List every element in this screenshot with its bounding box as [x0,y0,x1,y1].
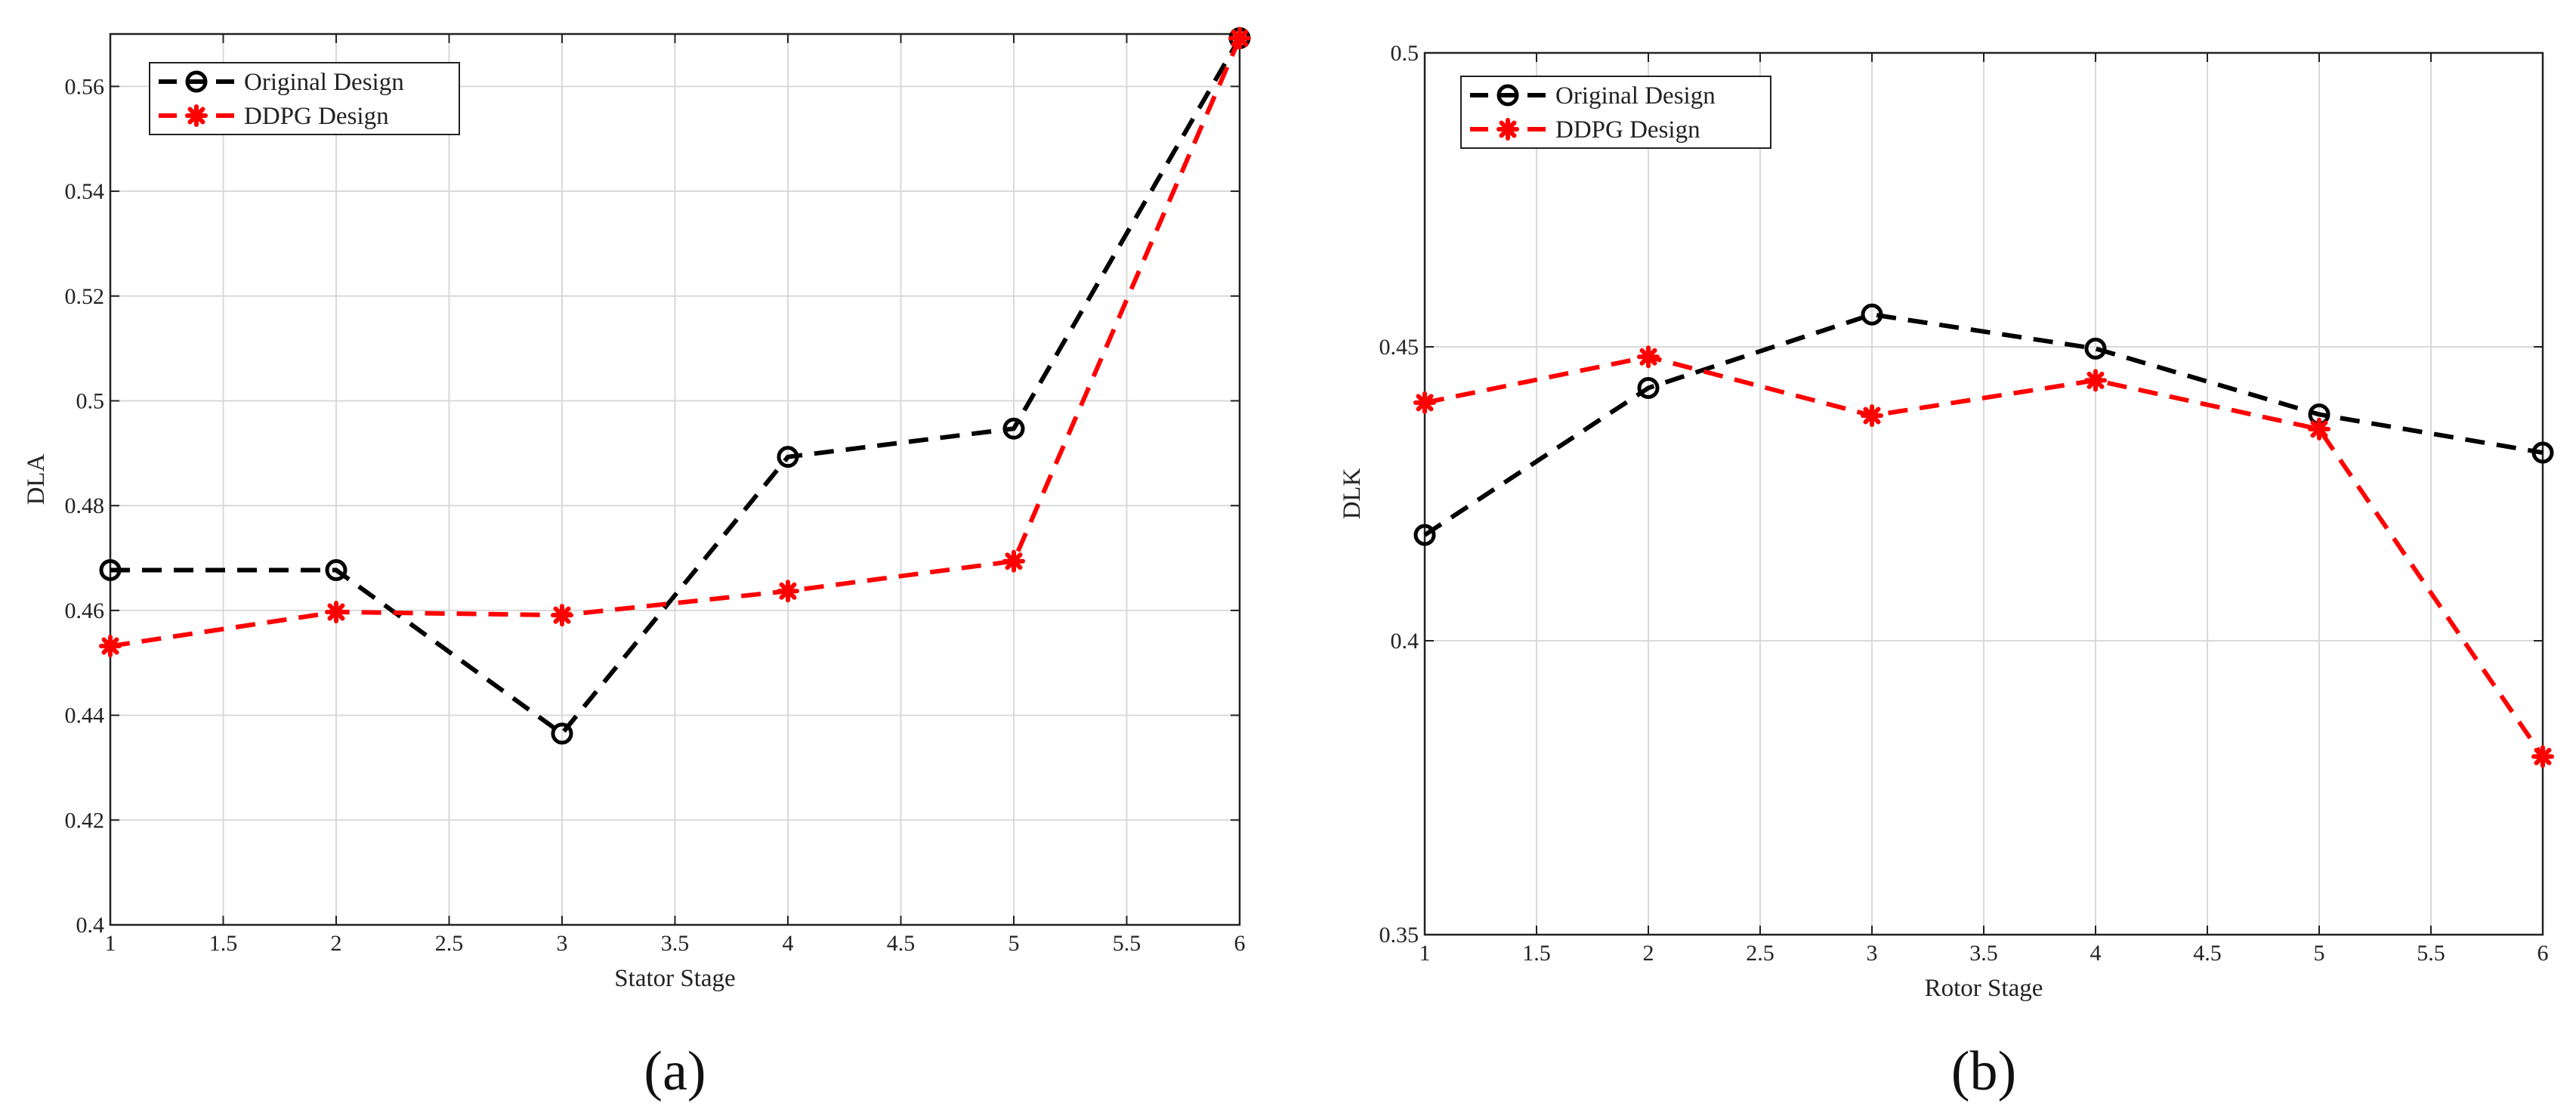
circle-marker [185,70,208,93]
x-tick-label: 6 [2537,941,2549,966]
y-tick-label: 0.5 [76,388,105,413]
x-tick-label: 3.5 [1969,941,1998,966]
series-ddpg-design [99,26,1251,658]
chart-panel-b: 1 1.5 2 2.5 3 3.5 4 4.5 5 5.5 6 0.35 0.4 0.45 0.5 Rotor… [1339,41,2554,1102]
legend-label: DDPG Design [244,103,389,130]
y-tick-label: 0.4 [1391,629,1419,654]
x-tick-label: 3 [557,931,568,956]
x-tick-label: 5.5 [2417,941,2445,966]
x-tick-label: 5.5 [1113,931,1141,956]
y-tick-label: 0.48 [65,493,105,518]
x-tick-label: 5 [2314,941,2325,966]
asterisk-marker [1861,404,1883,428]
legend: Original Design DDPG Design [149,62,460,135]
asterisk-marker-core [1868,412,1876,420]
asterisk-marker-core [193,112,200,119]
legend: Original Design DDPG Design [1460,76,1771,149]
asterisk-marker-core [1010,557,1018,565]
asterisk-marker-core [1421,398,1429,407]
asterisk-marker-core [2539,753,2547,761]
asterisk-marker-core [1645,353,1652,361]
series-line [1423,312,2544,537]
y-tick-label: 0.45 [1379,335,1419,360]
legend-entry: Original Design [159,69,404,96]
legend-entry: DDPG Design [1470,116,1700,144]
y-tick-label: 0.4 [76,913,105,938]
x-axis-label: Rotor Stage [1925,975,2043,1002]
legend-entry: Original Design [1470,82,1716,110]
asterisk-marker [1002,549,1025,573]
x-tick-label: 1 [105,931,116,956]
x-tick-label: 2.5 [1746,941,1774,966]
legend-label: DDPG Design [1555,116,1700,144]
x-tick-label: 3 [1867,941,1878,966]
y-tick-label: 0.46 [65,598,105,623]
asterisk-marker [185,104,208,127]
asterisk-marker-core [107,642,114,651]
y-tick-label: 0.52 [65,284,105,309]
series-ddpg-design [1413,345,2554,768]
x-tick-label: 5 [1008,931,1020,956]
asterisk-marker-core [1236,34,1243,42]
x-tick-label: 1.5 [209,931,238,956]
asterisk-marker [2308,417,2330,441]
asterisk-marker [1413,391,1436,414]
y-tick-label: 0.44 [65,703,105,728]
x-tick-label: 4.5 [887,931,916,956]
legend-entry: DDPG Design [159,103,389,130]
x-tick-label: 4 [2090,941,2102,966]
x-tick-label: 3.5 [661,931,690,956]
circle-marker [2084,337,2107,360]
y-axis-label: DLK [1339,468,1366,519]
asterisk-marker-core [558,611,566,620]
x-tick-label: 4 [783,931,794,956]
circle-marker [325,558,347,581]
asterisk-marker [1496,118,1519,141]
x-tick-label: 2 [1643,941,1654,966]
asterisk-marker [777,580,799,603]
x-tick-label: 4.5 [2193,941,2222,966]
circle-marker [1637,376,1660,399]
x-tick-label: 6 [1234,931,1246,956]
circle-marker [551,722,573,745]
legend-label: Original Design [1555,82,1716,110]
circle-marker [1861,303,1883,326]
asterisk-marker [551,604,573,627]
circle-marker [99,558,122,581]
y-tick-label: 0.42 [65,808,105,833]
x-tick-label: 2 [331,931,342,956]
x-tick-label: 2.5 [435,931,464,956]
circle-marker [777,446,799,468]
asterisk-marker [2531,745,2554,768]
asterisk-marker [1228,26,1251,50]
y-axis-label: DLA [23,453,50,505]
asterisk-marker [2084,369,2107,392]
legend-label: Original Design [244,69,404,96]
series-line [1424,354,2545,758]
y-tick-label: 0.56 [65,74,105,99]
asterisk-marker [99,635,122,658]
panel-label: (a) [644,1040,706,1102]
circle-marker [1002,417,1025,440]
x-axis-label: Stator Stage [614,965,735,992]
y-tick-label: 0.35 [1379,923,1419,948]
asterisk-marker-core [2092,376,2099,385]
asterisk-marker [1637,345,1660,369]
asterisk-marker-core [332,608,340,616]
asterisk-marker-core [1504,125,1512,133]
x-tick-label: 1 [1419,941,1431,966]
y-tick-label: 0.54 [65,179,105,204]
asterisk-marker-core [784,587,792,595]
y-tick-label: 0.5 [1391,41,1419,66]
circle-marker [1413,524,1436,546]
circle-marker [2531,441,2554,464]
panel-label: (b) [1951,1040,2016,1102]
chart-panel-a: 1 1.5 2 2.5 3 3.5 4 4.5 5 5.5 6 0.4 0.42 0.44 0.46 0.48… [23,26,1251,1102]
asterisk-marker [325,600,347,623]
x-tick-label: 1.5 [1522,941,1551,966]
asterisk-marker-core [2315,425,2323,433]
circle-marker [1496,84,1519,107]
series-line [110,37,1242,736]
